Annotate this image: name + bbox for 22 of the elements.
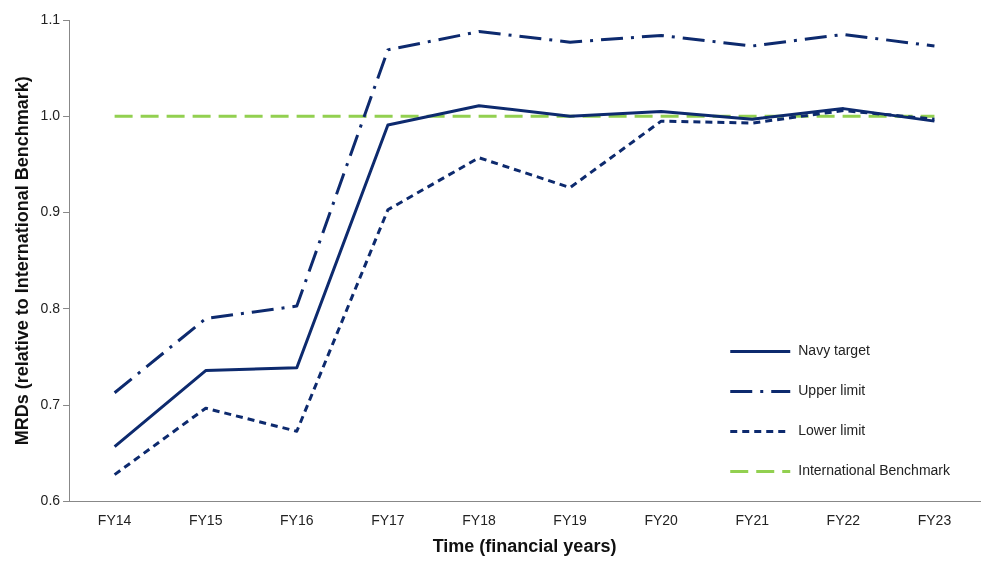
x-tick-label: FY15	[188, 511, 223, 528]
x-tick-label: FY20	[644, 511, 679, 528]
x-tick-label: FY22	[826, 511, 861, 528]
legend-label: Upper limit	[798, 382, 866, 399]
y-tick-label: 0.8	[40, 299, 61, 316]
x-axis-title: Time (financial years)	[432, 536, 617, 557]
legend-label: Lower limit	[798, 422, 866, 439]
y-tick-label: 1.0	[40, 107, 61, 124]
legend-label: International Benchmark	[798, 462, 951, 479]
x-tick-label: FY21	[735, 511, 770, 528]
y-axis-title: MRDs (relative to International Benchmark)	[11, 76, 32, 446]
y-tick-label: 1.1	[40, 10, 61, 27]
x-tick-label: FY19	[553, 511, 588, 528]
x-tick-label: FY18	[462, 511, 496, 528]
x-tick-label: FY16	[280, 511, 314, 528]
y-tick-label: 0.7	[40, 396, 61, 413]
y-tick-label: 0.6	[40, 492, 61, 509]
y-tick-label: 0.9	[40, 203, 61, 220]
x-tick-label: FY23	[917, 511, 952, 528]
x-tick-label: FY17	[371, 511, 405, 528]
x-tick-label: FY14	[97, 511, 132, 528]
legend-label: Navy target	[798, 342, 870, 359]
